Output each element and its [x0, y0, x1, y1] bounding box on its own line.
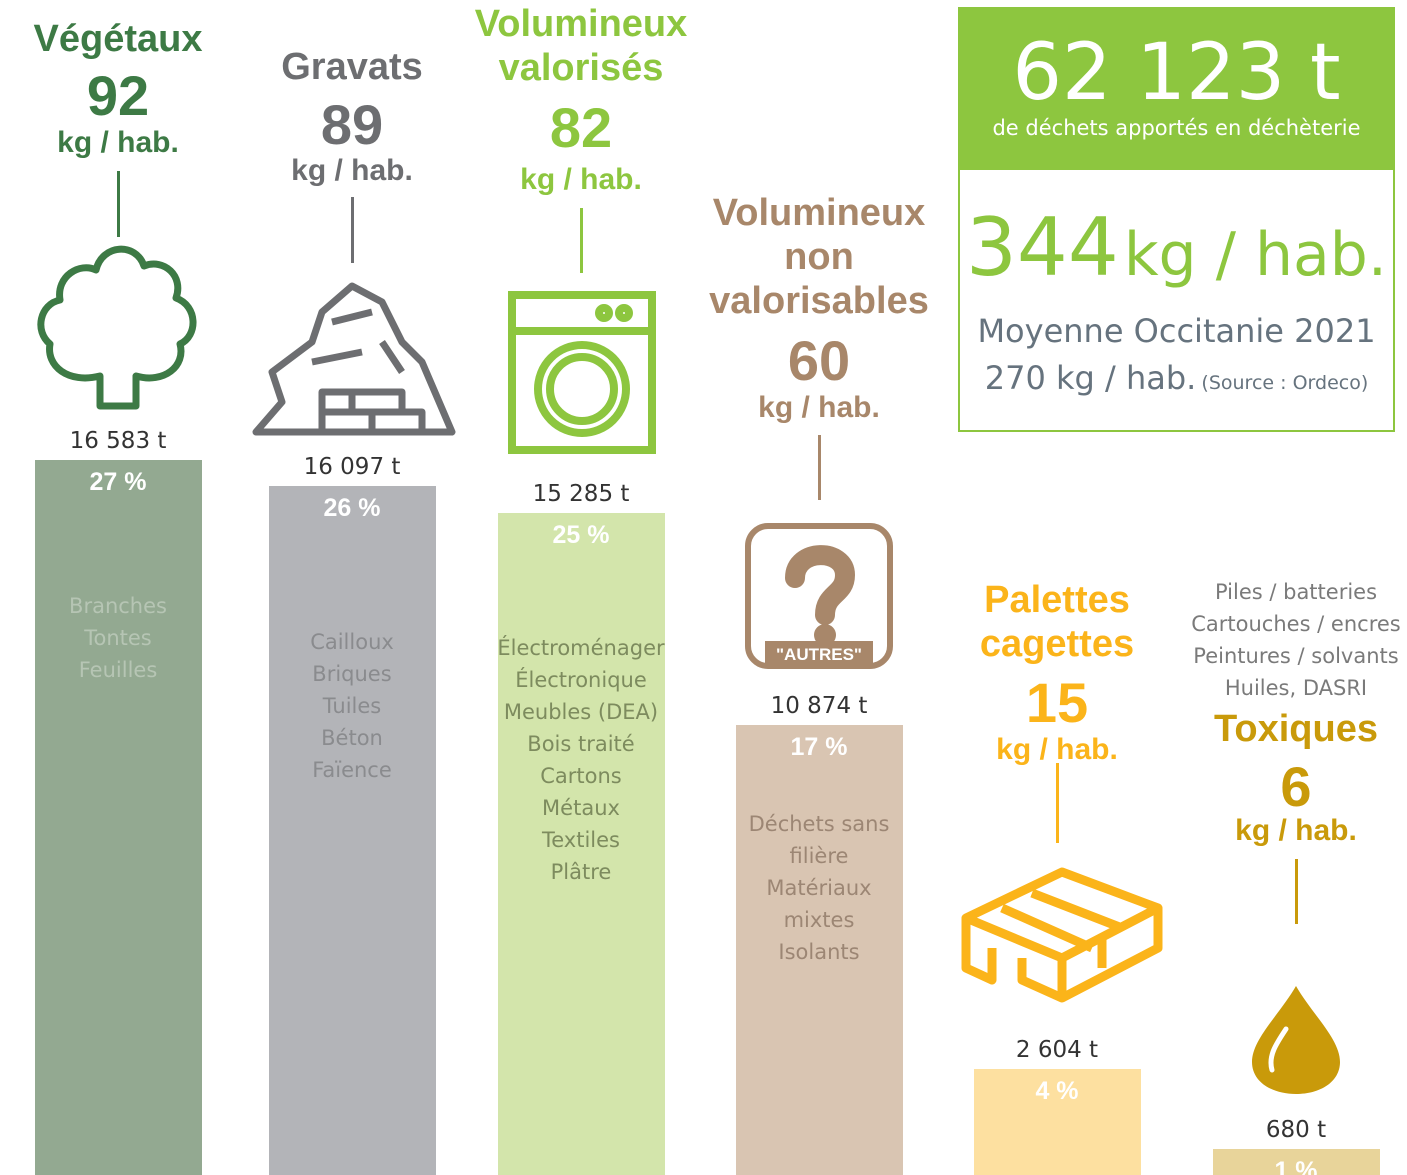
other-label: "AUTRES" [775, 644, 862, 664]
pallet-icon [961, 867, 1163, 1003]
per-hab-unit: kg / hab. [291, 154, 413, 187]
connector [117, 170, 120, 237]
category-name: Volumineux valorisés [474, 2, 688, 89]
bar [34, 459, 202, 1175]
tonnage: 16 583 t [69, 427, 167, 454]
per-hab: 82 [549, 95, 613, 159]
per-hab-box [958, 170, 1395, 432]
category-name: Palettes cagettes [979, 579, 1135, 665]
per-hab-unit: kg / hab. [1235, 813, 1357, 847]
per-hab-unit: kg / hab. [57, 125, 179, 159]
value-label: 26 % [323, 494, 381, 522]
per-hab-line: 344 kg / hab. [958, 200, 1395, 318]
connector [580, 207, 583, 273]
tonnage: 680 t [1265, 1116, 1327, 1143]
description: Branches Tontes Feuilles [69, 593, 167, 682]
per-hab: 344 [966, 201, 1119, 294]
connector [1295, 858, 1298, 924]
average-title: Moyenne Occitanie 2021 [977, 312, 1376, 350]
value-label: 27 % [89, 467, 147, 496]
average: 270 kg / hab. [984, 359, 1197, 397]
tonnage: 15 285 t [532, 480, 630, 507]
description: Cailloux Briques Tuiles Béton Faïence [310, 630, 394, 782]
per-hab: 15 [1025, 671, 1089, 734]
per-hab: 6 [1280, 754, 1312, 818]
tonnage: 2 604 t [1015, 1037, 1099, 1063]
value-label: 25 % [552, 520, 610, 549]
category-name: Gravats [281, 46, 423, 88]
per-hab-unit: kg / hab. [758, 390, 880, 424]
per-hab-unit: kg / hab. [996, 733, 1118, 766]
connector [1056, 763, 1059, 843]
bar [497, 512, 665, 1175]
tree-icon [37, 245, 197, 409]
other-icon [745, 522, 893, 669]
rubble-icon [252, 282, 456, 436]
source: (Source : Ordeco) [1201, 372, 1369, 394]
value-label: 4 % [1035, 1077, 1079, 1105]
per-hab: 92 [86, 63, 150, 127]
washing-machine-icon [508, 290, 656, 454]
bar [973, 1069, 1141, 1175]
category-name: Végétaux [33, 17, 203, 60]
tonnage: 16 097 t [303, 454, 401, 480]
category-name: Toxiques [1214, 707, 1378, 750]
total: 62 123 t [1012, 28, 1341, 118]
per-hab-unit: kg / hab. [1123, 220, 1387, 290]
description: Piles / batteries Cartouches / encres Pe… [1191, 579, 1401, 700]
connector [818, 434, 821, 500]
bar [268, 486, 436, 1175]
bar [1212, 1148, 1380, 1175]
category-name: Volumineux non valorisables [709, 191, 929, 322]
drop-icon [1252, 985, 1340, 1094]
total-box [958, 7, 1395, 170]
per-hab: 60 [787, 328, 851, 392]
per-hab-unit: kg / hab. [520, 162, 642, 196]
total-caption: de déchets apportés en déchèterie [992, 116, 1361, 140]
average-line: 270 kg / hab. (Source : Ordeco) [958, 356, 1395, 406]
description: Déchets sans filière Matériaux mixtes Is… [748, 811, 890, 964]
connector [351, 197, 354, 263]
description: Électroménager Électronique Meubles (DEA… [497, 635, 665, 884]
bar [735, 724, 903, 1175]
per-hab: 89 [320, 93, 384, 156]
tonnage: 10 874 t [770, 692, 868, 719]
value-label: 17 % [790, 732, 848, 761]
value-label: 1 % [1274, 1156, 1318, 1175]
